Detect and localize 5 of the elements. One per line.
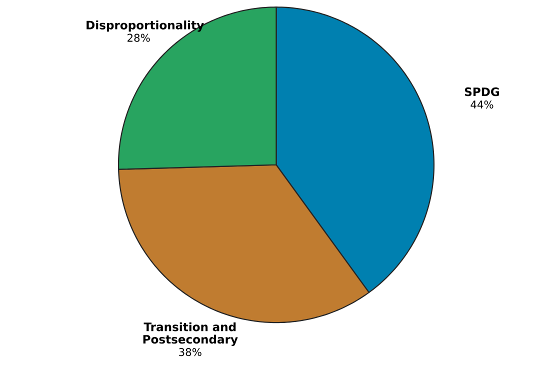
data-label: 44%	[470, 100, 494, 108]
data-label: 28%	[128, 34, 150, 42]
data-label: 38%	[179, 348, 202, 356]
slice-label: SPDG	[464, 87, 500, 96]
slice-label: Transition and Postsecondary	[143, 322, 238, 346]
